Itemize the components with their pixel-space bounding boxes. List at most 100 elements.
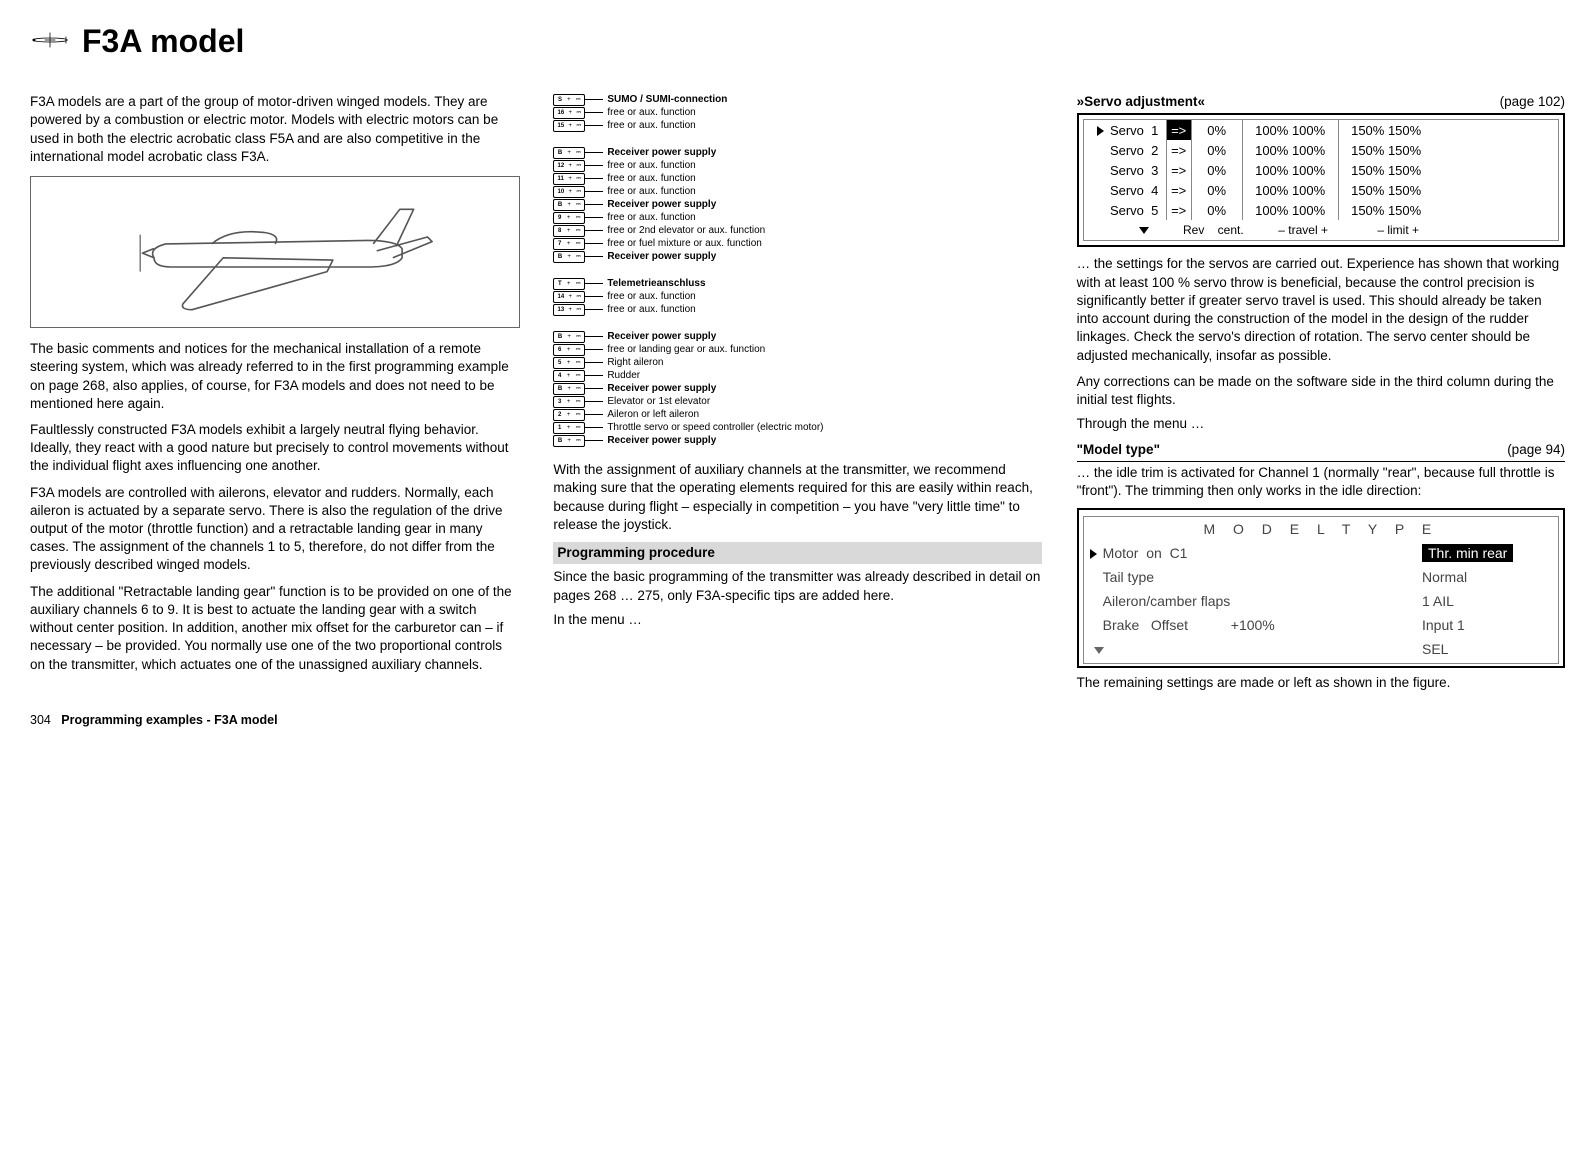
model-row-label: Aileron/camber flaps — [1090, 592, 1422, 611]
servo-cent-value: 0% — [1192, 160, 1243, 180]
servo-travel-value: 100% 100% — [1243, 120, 1339, 140]
receiver-port-label: free or landing gear or aux. function — [603, 343, 765, 357]
servo-menu-title: »Servo adjustment« — [1077, 93, 1205, 111]
servo-menu-page: (page 102) — [1500, 93, 1565, 111]
title-text: F3A model — [82, 20, 244, 63]
servo-row: Servo 3=>0%100% 100%150% 150% — [1084, 160, 1558, 180]
receiver-port-row: 10+⎓ free or aux. function — [553, 185, 1041, 198]
model-type-row: Brake Offset +100%Input 1 — [1084, 614, 1558, 638]
receiver-port-label: free or aux. function — [603, 159, 695, 173]
paragraph: The basic comments and notices for the m… — [30, 340, 518, 413]
servo-limit-value: 150% 150% — [1339, 140, 1434, 160]
receiver-port-icon: 6+⎓ — [553, 344, 585, 356]
triangle-right-icon — [1090, 544, 1099, 563]
paragraph: The remaining settings are made or left … — [1077, 674, 1565, 692]
servo-rev-indicator: => — [1167, 120, 1192, 140]
receiver-port-label: Receiver power supply — [603, 250, 716, 264]
model-row-value: 1 AIL — [1422, 592, 1552, 611]
model-row-label: Motor on C1 — [1090, 544, 1422, 563]
receiver-port-label: free or aux. function — [603, 172, 695, 186]
model-row-label: Tail type — [1090, 568, 1422, 587]
receiver-port-label: Receiver power supply — [603, 434, 716, 448]
receiver-port-icon: T+⎓ — [553, 278, 585, 290]
receiver-port-icon: 11+⎓ — [553, 173, 585, 185]
receiver-port-icon: 14+⎓ — [553, 291, 585, 303]
servo-name: Servo 2 — [1084, 140, 1167, 160]
servo-cent-value: 0% — [1192, 140, 1243, 160]
receiver-port-label: free or aux. function — [603, 119, 695, 133]
model-row-label: Brake Offset +100% — [1090, 616, 1422, 635]
receiver-port-icon: 10+⎓ — [553, 186, 585, 198]
receiver-port-icon: B+⎓ — [553, 251, 585, 263]
servo-row: Servo 1=>0%100% 100%150% 150% — [1084, 120, 1558, 140]
plane-icon — [30, 20, 70, 63]
servo-cent-value: 0% — [1192, 120, 1243, 140]
column-1: F3A models are a part of the group of mo… — [30, 93, 518, 698]
servo-rev-indicator: => — [1167, 180, 1192, 200]
chevron-down-icon — [1090, 640, 1422, 659]
receiver-port-icon: 16+⎓ — [553, 107, 585, 119]
servo-limit-value: 150% 150% — [1339, 160, 1434, 180]
receiver-port-row: 7+⎓free or fuel mixture or aux. function — [553, 237, 1041, 250]
model-type-box: M O D E L T Y P E Motor on C1Thr. min re… — [1077, 508, 1565, 668]
footer-limit-label: – limit + — [1351, 222, 1446, 238]
servo-name: Servo 1 — [1084, 120, 1167, 140]
receiver-port-row: 5+⎓Right aileron — [553, 356, 1041, 369]
receiver-port-row: 1+⎓ Throttle servo or speed controller (e… — [553, 421, 1041, 434]
paragraph: In the menu … — [553, 611, 1041, 629]
modeltype-menu-page: (page 94) — [1507, 441, 1565, 459]
receiver-port-row: B+⎓Receiver power supply — [553, 330, 1041, 343]
footer-travel-label: – travel + — [1256, 222, 1351, 238]
sel-label: SEL — [1422, 640, 1552, 659]
paragraph: Through the menu … — [1077, 415, 1565, 433]
servo-travel-value: 100% 100% — [1243, 160, 1339, 180]
receiver-port-icon: 9+⎓ — [553, 212, 585, 224]
receiver-port-row: B+⎓Receiver power supply — [553, 146, 1041, 159]
receiver-port-label: free or aux. function — [603, 211, 695, 225]
receiver-port-row: 6+⎓ free or landing gear or aux. function — [553, 343, 1041, 356]
model-box-title: M O D E L T Y P E — [1084, 517, 1558, 542]
receiver-port-row: T+⎓Telemetrieanschluss — [553, 277, 1041, 290]
servo-limit-value: 150% 150% — [1339, 120, 1434, 140]
column-2: S+⎓SUMO / SUMI-connection16+⎓free or aux… — [553, 93, 1041, 698]
servo-travel-value: 100% 100% — [1243, 140, 1339, 160]
servo-adjustment-table: Servo 1=>0%100% 100%150% 150%Servo 2=>0%… — [1077, 113, 1565, 247]
modeltype-menu-header: "Model type" (page 94) — [1077, 441, 1565, 461]
receiver-port-icon: 4+⎓ — [553, 370, 585, 382]
footer-cent-label: cent. — [1206, 222, 1256, 238]
receiver-port-row: B+⎓Receiver power supply — [553, 434, 1041, 447]
receiver-port-label: free or 2nd elevator or aux. function — [603, 224, 765, 238]
footer-rev-label: Rev — [1182, 222, 1206, 238]
receiver-port-row: 2+⎓Aileron or left aileron — [553, 408, 1041, 421]
receiver-port-row: 14+⎓ free or aux. function — [553, 290, 1041, 303]
receiver-port-icon: 2+⎓ — [553, 409, 585, 421]
servo-rev-indicator: => — [1167, 200, 1192, 220]
paragraph: Faultlessly constructed F3A models exhib… — [30, 421, 518, 476]
receiver-port-label: Receiver power supply — [603, 198, 716, 212]
receiver-port-row: S+⎓SUMO / SUMI-connection — [553, 93, 1041, 106]
receiver-port-label: free or aux. function — [603, 290, 695, 304]
receiver-port-row: 8+⎓free or 2nd elevator or aux. function — [553, 224, 1041, 237]
receiver-port-icon: 1+⎓ — [553, 422, 585, 434]
servo-cent-value: 0% — [1192, 180, 1243, 200]
receiver-port-row: 16+⎓free or aux. function — [553, 106, 1041, 119]
model-type-row: Tail typeNormal — [1084, 566, 1558, 590]
receiver-port-row: 9+⎓ free or aux. function — [553, 211, 1041, 224]
paragraph: … the settings for the servos are carrie… — [1077, 255, 1565, 364]
receiver-port-label: free or fuel mixture or aux. function — [603, 237, 762, 251]
paragraph: … the idle trim is activated for Channel… — [1077, 464, 1565, 500]
receiver-port-icon: B+⎓ — [553, 199, 585, 211]
page-number: 304 — [30, 713, 51, 727]
receiver-port-icon: B+⎓ — [553, 383, 585, 395]
servo-row: Servo 4=>0%100% 100%150% 150% — [1084, 180, 1558, 200]
receiver-port-row: 3+⎓Elevator or 1st elevator — [553, 395, 1041, 408]
servo-row: Servo 2=>0%100% 100%150% 150% — [1084, 140, 1558, 160]
servo-footer-row: Revcent.– travel +– limit + — [1084, 220, 1558, 240]
servo-name: Servo 3 — [1084, 160, 1167, 180]
receiver-port-label: Throttle servo or speed controller (elec… — [603, 421, 823, 435]
receiver-port-label: free or aux. function — [603, 185, 695, 199]
page-footer: 304 Programming examples - F3A model — [30, 712, 1565, 729]
section-header: Programming procedure — [553, 542, 1041, 564]
receiver-port-icon: 13+⎓ — [553, 304, 585, 316]
modeltype-menu-title: "Model type" — [1077, 441, 1160, 459]
